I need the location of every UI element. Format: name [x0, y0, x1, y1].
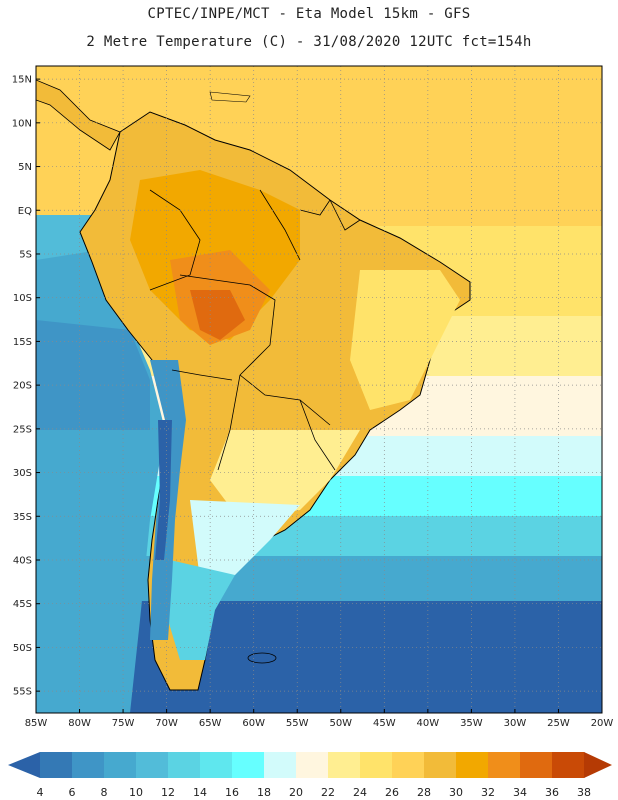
colorbar-extend-high: [584, 752, 612, 778]
lon-tick-label: 55W: [286, 718, 309, 729]
colorbar-label: 14: [193, 786, 207, 799]
colorbar-bin: [520, 752, 553, 778]
lon-tick-label: 75W: [112, 718, 135, 729]
colorbar-bin: [328, 752, 361, 778]
pacific-humboldt-water: [36, 320, 150, 430]
lon-tick-label: 25W: [547, 718, 570, 729]
lon-tick-label: 65W: [199, 718, 222, 729]
lon-tick-label: 35W: [460, 718, 483, 729]
falkland-islands: [247, 652, 277, 664]
colorbar-bin: [104, 752, 137, 778]
colorbar-label: 34: [513, 786, 527, 799]
lat-tick-label: 30S: [13, 468, 32, 479]
colorbar-label: 10: [129, 786, 143, 799]
colorbar-label: 8: [101, 786, 108, 799]
map-field: [36, 66, 602, 713]
lon-tick-label: 60W: [242, 718, 265, 729]
lat-tick-label: 40S: [13, 555, 32, 566]
lat-tick-label: 15S: [13, 337, 32, 348]
colorbar-bin: [168, 752, 201, 778]
colorbar-bin: [296, 752, 329, 778]
colorbar-label: 32: [481, 786, 495, 799]
hot-core: [190, 290, 245, 340]
pampas-warm-region: [210, 430, 360, 520]
map-title-line-1: CPTEC/INPE/MCT - Eta Model 15km - GFS: [147, 6, 471, 22]
lon-tick-label: 30W: [504, 718, 527, 729]
andes-coldest-ridge: [155, 420, 172, 560]
lon-tick-label: 50W: [329, 718, 352, 729]
lon-tick-label: 80W: [68, 718, 91, 729]
lat-tick-label: 10N: [12, 118, 32, 129]
central-america-land: [36, 79, 121, 151]
lat-tick-label: 5S: [19, 249, 32, 260]
colorbar: 4 6 8 10 12 14 16 18 20 22 24 26 28 30 32 34 36 38: [8, 752, 612, 799]
colorbar-label: 28: [417, 786, 431, 799]
latitude-axis: 15N 10N 5N EQ 5S 10S 15S 20S 25S 30S 35S 40S 45S 50S 5…: [12, 75, 40, 698]
lon-tick-label: 45W: [373, 718, 396, 729]
colorbar-extend-low: [8, 752, 40, 778]
colorbar-bin: [488, 752, 521, 778]
colorbar-bin: [360, 752, 393, 778]
patagonia-south-region: [165, 560, 235, 660]
longitude-axis: 85W 80W 75W 70W 65W 60W 55W 50W 45W 40W 35W 30W 25W 2…: [25, 709, 614, 729]
caribbean-islands: [209, 91, 251, 103]
colorbar-label: 38: [577, 786, 591, 799]
colorbar-bin: [232, 752, 265, 778]
map-title-line-2: 2 Metre Temperature (C) - 31/08/2020 12U…: [86, 34, 532, 50]
lat-tick-label: 15N: [12, 75, 32, 86]
colorbar-bin: [72, 752, 105, 778]
colorbar-label: 36: [545, 786, 559, 799]
colorbar-label: 12: [161, 786, 175, 799]
colorbar-bin: [264, 752, 297, 778]
lat-tick-label: EQ: [18, 206, 32, 217]
colorbar-bin: [392, 752, 425, 778]
colorbar-bin: [456, 752, 489, 778]
colorbar-bin: [424, 752, 457, 778]
colorbar-label: 6: [69, 786, 76, 799]
lat-tick-label: 55S: [13, 687, 32, 698]
colorbar-label: 18: [257, 786, 271, 799]
lat-tick-label: 45S: [13, 599, 32, 610]
colorbar-label: 16: [225, 786, 239, 799]
lat-tick-label: 10S: [13, 293, 32, 304]
country-borders: [149, 189, 361, 471]
colorbar-label: 30: [449, 786, 463, 799]
colorbar-bin: [136, 752, 169, 778]
lat-tick-label: 35S: [13, 512, 32, 523]
colorbar-bin: [552, 752, 585, 778]
colorbar-bin: [200, 752, 233, 778]
ne-brazil-region: [350, 270, 460, 410]
colorbar-label: 20: [289, 786, 303, 799]
colorbar-bin: [40, 752, 73, 778]
colorbar-label: 22: [321, 786, 335, 799]
colorbar-label: 26: [385, 786, 399, 799]
lat-tick-label: 20S: [13, 381, 32, 392]
colorbar-label: 4: [37, 786, 44, 799]
lat-tick-label: 5N: [18, 162, 32, 173]
colorbar-label: 24: [353, 786, 367, 799]
lon-tick-label: 40W: [417, 718, 440, 729]
lon-tick-label: 20W: [591, 718, 614, 729]
lon-tick-label: 70W: [155, 718, 178, 729]
map-frame: [35, 65, 603, 714]
lat-tick-label: 50S: [13, 643, 32, 654]
lon-tick-label: 85W: [25, 718, 48, 729]
patagonia-north-region: [190, 500, 300, 580]
lat-tick-label: 25S: [13, 424, 32, 435]
